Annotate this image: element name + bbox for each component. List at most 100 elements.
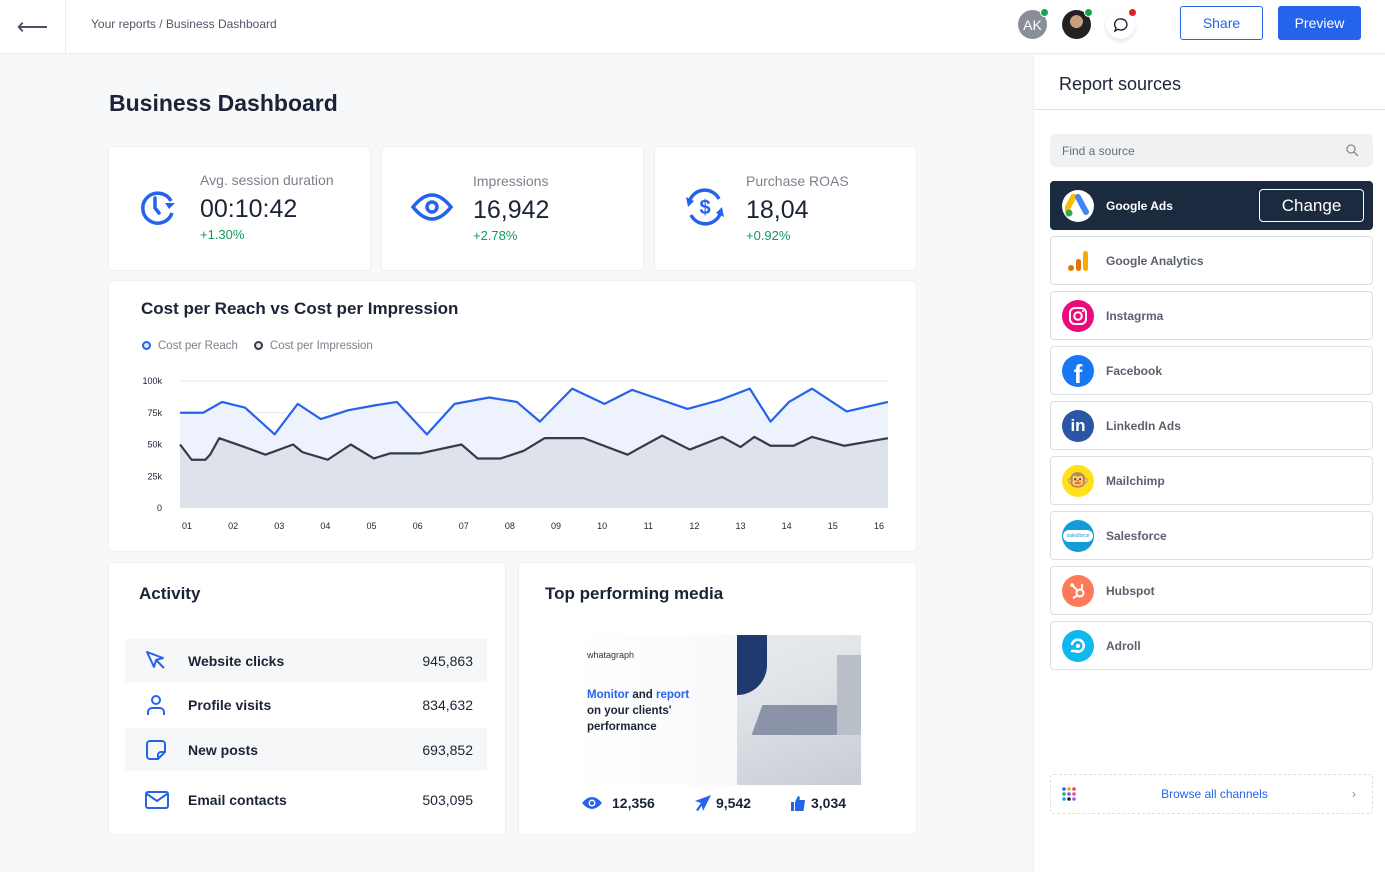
x-tick-label: 08 bbox=[505, 521, 515, 531]
search-icon bbox=[1346, 144, 1359, 157]
source-name: Instagrma bbox=[1106, 308, 1164, 323]
eye-icon bbox=[410, 193, 454, 221]
eye-icon bbox=[582, 797, 602, 809]
kpi-label: Avg. session duration bbox=[200, 172, 334, 188]
top-media-card: Top performing media whatagraph Monitor … bbox=[519, 563, 916, 834]
series-line-cost-per-impression bbox=[179, 434, 889, 461]
legend-item-cost-per-reach[interactable]: Cost per Reach bbox=[142, 340, 238, 352]
arrow-left-icon: ⟵ bbox=[16, 14, 49, 39]
source-name: Hubspot bbox=[1106, 583, 1155, 598]
clock-refresh-icon bbox=[141, 191, 175, 225]
svg-text:$: $ bbox=[699, 197, 710, 219]
activity-title: Activity bbox=[139, 584, 201, 603]
chat-bubble-icon bbox=[1113, 17, 1128, 33]
google-ads-logo bbox=[1062, 189, 1094, 222]
avatar-initials: AK bbox=[1023, 16, 1042, 33]
kpi-change: +0.92% bbox=[746, 228, 791, 243]
chart-title: Cost per Reach vs Cost per Impression bbox=[141, 299, 459, 318]
kpi-change: +2.78% bbox=[473, 228, 518, 243]
source-item-mailchimp[interactable]: 🐵 Mailchimp bbox=[1050, 456, 1373, 505]
x-tick-label: 13 bbox=[736, 521, 746, 531]
adroll-logo bbox=[1062, 629, 1094, 662]
kpi-change: +1.30% bbox=[200, 227, 245, 242]
source-item-google-analytics[interactable]: Google Analytics bbox=[1050, 236, 1373, 285]
send-icon bbox=[695, 795, 711, 811]
top-bar: ⟵ Your reports / Business Dashboard AK S… bbox=[0, 0, 1385, 54]
panel-title: Report sources bbox=[1059, 74, 1182, 94]
browse-label: Browse all channels bbox=[1161, 787, 1268, 801]
activity-value: 945,863 bbox=[422, 652, 473, 669]
kpi-value: 00:10:42 bbox=[200, 195, 298, 223]
source-name: Salesforce bbox=[1106, 528, 1167, 543]
divider bbox=[1034, 109, 1385, 110]
google-analytics-logo bbox=[1062, 244, 1094, 277]
browse-all-channels-button[interactable]: Browse all channels › bbox=[1050, 774, 1373, 814]
kpi-card-impressions: Impressions 16,942 +2.78% bbox=[382, 147, 643, 270]
back-button[interactable]: ⟵ bbox=[0, 0, 66, 54]
y-tick-label: 75k bbox=[147, 408, 162, 418]
change-source-button[interactable]: Change bbox=[1259, 189, 1364, 222]
activity-label: Website clicks bbox=[188, 652, 285, 669]
instagram-logo bbox=[1062, 299, 1094, 332]
source-item-instagrma[interactable]: Instagrma bbox=[1050, 291, 1373, 340]
source-name: Google Ads bbox=[1106, 198, 1173, 213]
kpi-label: Purchase ROAS bbox=[746, 173, 849, 189]
media-thumbnail[interactable]: whatagraph Monitor and report on your cli… bbox=[577, 635, 861, 785]
source-item-linkedin-ads[interactable]: in LinkedIn Ads bbox=[1050, 401, 1373, 450]
kpi-card-roas: $ Purchase ROAS 18,04 +0.92% bbox=[655, 147, 916, 270]
source-name: Adroll bbox=[1106, 638, 1141, 653]
source-search-input[interactable]: Find a source bbox=[1050, 134, 1373, 167]
source-name: LinkedIn Ads bbox=[1106, 418, 1181, 433]
breadcrumb[interactable]: Your reports / Business Dashboard bbox=[91, 17, 277, 31]
x-tick-label: 01 bbox=[182, 521, 192, 531]
comments-button[interactable] bbox=[1106, 8, 1137, 39]
activity-row: Profile visits 834,632 bbox=[125, 683, 487, 726]
source-item-adroll[interactable]: Adroll bbox=[1050, 621, 1373, 670]
activity-label: Email contacts bbox=[188, 791, 287, 808]
cursor-icon bbox=[145, 650, 169, 672]
media-title: Top performing media bbox=[545, 584, 724, 603]
activity-label: Profile visits bbox=[188, 696, 272, 713]
activity-label: New posts bbox=[188, 741, 259, 758]
linkedin-ads-logo: in bbox=[1062, 409, 1094, 442]
media-stat-shares: 9,542 bbox=[695, 795, 751, 811]
kpi-card-session: Avg. session duration 00:10:42 +1.30% bbox=[109, 147, 370, 270]
source-name: Google Analytics bbox=[1106, 253, 1204, 268]
series-area-1 bbox=[180, 435, 888, 508]
dollar-cycle-icon: $ bbox=[686, 188, 724, 226]
x-tick-label: 12 bbox=[689, 521, 699, 531]
user-icon bbox=[145, 694, 169, 716]
activity-value: 503,095 bbox=[422, 791, 473, 808]
x-tick-label: 14 bbox=[782, 521, 792, 531]
x-tick-label: 06 bbox=[413, 521, 423, 531]
x-tick-label: 10 bbox=[597, 521, 607, 531]
x-tick-label: 11 bbox=[644, 521, 653, 531]
legend-item-cost-per-impression[interactable]: Cost per Impression bbox=[253, 340, 373, 352]
x-tick-label: 09 bbox=[551, 521, 561, 531]
source-item-facebook[interactable]: f Facebook bbox=[1050, 346, 1373, 395]
hubspot-logo bbox=[1062, 574, 1094, 607]
source-item-google-ads[interactable]: Google Ads Change bbox=[1050, 181, 1373, 230]
media-headline: Monitor and report on your clients' perfor… bbox=[587, 689, 690, 733]
mail-icon bbox=[145, 790, 169, 810]
y-tick-label: 100k bbox=[142, 376, 162, 386]
y-tick-label: 50k bbox=[147, 440, 162, 450]
line-chart: 100k 75k 50k 25k 0 01 02 03 04 05 06 07 08 09 10 11 12 13… bbox=[142, 376, 889, 531]
share-button[interactable]: Share bbox=[1180, 6, 1263, 40]
activity-row: Email contacts 503,095 bbox=[125, 778, 487, 821]
salesforce-logo: salesforce bbox=[1062, 519, 1094, 552]
brand-logo-text: whatagraph bbox=[587, 650, 635, 660]
y-tick-label: 25k bbox=[147, 471, 162, 481]
sticky-note-icon bbox=[145, 739, 169, 761]
avatar[interactable]: AK bbox=[1018, 8, 1049, 39]
source-name: Mailchimp bbox=[1106, 473, 1165, 488]
x-tick-label: 02 bbox=[228, 521, 238, 531]
x-tick-label: 15 bbox=[828, 521, 838, 531]
preview-button[interactable]: Preview bbox=[1278, 6, 1361, 40]
user-avatar-photo[interactable] bbox=[1062, 8, 1093, 39]
chart-legend: Cost per Reach Cost per Impression bbox=[142, 340, 373, 352]
source-item-hubspot[interactable]: Hubspot bbox=[1050, 566, 1373, 615]
source-item-salesforce[interactable]: salesforce Salesforce bbox=[1050, 511, 1373, 560]
activity-value: 693,852 bbox=[422, 741, 473, 758]
page-title: Business Dashboard bbox=[109, 90, 338, 116]
